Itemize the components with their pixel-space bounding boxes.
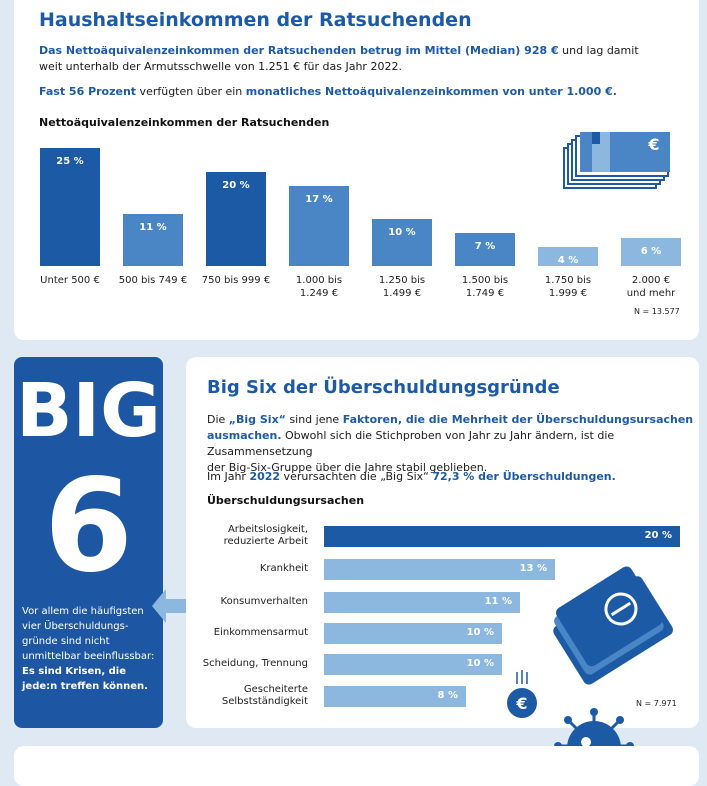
big6-p1-f: Obwohl sich die Stichproben von Jahr zu … — [207, 429, 615, 458]
big6-p1-b: „Big Six“ — [228, 413, 286, 426]
debt-cause-label: Krankheit — [259, 563, 308, 574]
big6-p2-d: 72,3 % der Überschuldungen. — [432, 470, 616, 483]
big6-title: Big Six der Überschuldungsgründe — [207, 377, 560, 398]
income-bar-label: 6 % — [640, 246, 662, 257]
debt-cause-bar: 13 % — [324, 559, 555, 580]
big6-side-text: Vor allem die häufigsten vier Überschuld… — [22, 604, 156, 694]
income-bar: 17 % — [289, 186, 349, 266]
income-category-label: 750 bis 999 € — [201, 275, 271, 286]
big6-sample-size: N = 7.971 — [636, 699, 677, 708]
svg-text:€: € — [515, 694, 527, 713]
big6-p1-e: ausmachen. — [207, 429, 282, 442]
big6-p1-c: sind jene — [285, 413, 343, 426]
income-bar-label: 17 % — [305, 194, 333, 205]
income-bar: 20 % — [206, 172, 266, 266]
debt-cause-bar-label: 10 % — [466, 658, 494, 669]
big6-paragraph-2: Im Jahr 2022 verursachten die „Big Six“ … — [207, 469, 697, 485]
debt-cause-bar-label: 11 % — [484, 596, 512, 607]
big6-panel: BIG 6 Vor allem die häufigsten vier Über… — [14, 357, 163, 728]
income-bar: 6 % — [621, 238, 681, 266]
income-title: Haushaltseinkommen der Ratsuchenden — [39, 9, 472, 31]
share-text: verfügten über ein — [136, 85, 246, 98]
income-bar: 25 % — [40, 148, 100, 266]
income-paragraph-2: Fast 56 Prozent verfügten über ein monat… — [39, 84, 659, 100]
income-category-label: 500 bis 749 € — [118, 275, 188, 286]
income-highlight: monatliches Nettoäquivalenzeinkommen von… — [245, 85, 617, 98]
median-text: und lag damit — [558, 44, 639, 57]
euro-banknotes-icon: € — [562, 128, 672, 190]
income-bar-label: 20 % — [222, 180, 250, 191]
debt-cause-label: Konsumverhalten — [220, 596, 308, 607]
debt-cause-bar: 20 % — [324, 526, 680, 547]
debt-cause-bar-label: 10 % — [466, 627, 494, 638]
income-category-label: 1.000 bis 1.249 € — [295, 275, 343, 299]
income-category-label: 1.750 bis 1.999 € — [544, 275, 592, 299]
big6-paragraph-1: Die „Big Six“ sind jene Faktoren, die di… — [207, 412, 697, 476]
debt-cause-label: Gescheiterte Selbstständigkeit — [221, 684, 308, 707]
wallet-icon — [545, 563, 677, 691]
income-category-label: 1.500 bis 1.749 € — [461, 275, 509, 299]
income-bar: 10 % — [372, 219, 432, 266]
income-paragraph-1: Das Nettoäquivalenzeinkommen der Ratsuch… — [39, 43, 639, 75]
big6-text-big: BIG — [16, 368, 161, 454]
income-bar-label: 11 % — [139, 222, 167, 233]
big6-p1-d: Faktoren, die die Mehrheit der Überschul… — [342, 413, 694, 426]
big6-p2-a: Im Jahr — [207, 470, 250, 483]
income-category-label: 1.250 bis 1.499 € — [378, 275, 426, 299]
income-sample-size: N = 13.577 — [634, 307, 680, 316]
euro-coin-icon: € — [505, 670, 539, 722]
debt-cause-label: Einkommensarmut — [213, 627, 308, 638]
income-bar: 4 % — [538, 247, 598, 266]
income-bar-label: 25 % — [56, 156, 84, 167]
income-bar-label: 4 % — [557, 255, 579, 266]
debt-cause-bar-label: 20 % — [644, 530, 672, 541]
debt-cause-bar: 10 % — [324, 623, 502, 644]
debt-cause-bar: 10 % — [324, 654, 502, 675]
income-bar-label: 10 % — [388, 227, 416, 238]
income-category-label: Unter 500 € — [40, 275, 100, 286]
big6-p1-g: der Big-Six-Gruppe über die Jahre stabil… — [207, 461, 488, 474]
debt-cause-bar-label: 13 % — [519, 563, 547, 574]
poverty-line-text: weit unterhalb der Armutsschwelle von 1.… — [39, 60, 402, 73]
big6-text-six: 6 — [43, 452, 134, 601]
income-bar: 11 % — [123, 214, 183, 266]
big6-p2-c: verursachten die „Big Six“ — [280, 470, 433, 483]
big6-p1-a: Die — [207, 413, 229, 426]
big6-p2-b: 2022 — [249, 470, 281, 483]
debt-cause-bar-label: 8 % — [437, 690, 458, 701]
income-bar-label: 7 % — [474, 241, 496, 252]
income-bar: 7 % — [455, 233, 515, 266]
debt-cause-label: Arbeitslosigkeit, reduzierte Arbeit — [223, 524, 308, 547]
median-highlight: Das Nettoäquivalenzeinkommen der Ratsuch… — [39, 44, 559, 57]
income-chart-title: Nettoäquivalenzeinkommen der Ratsuchende… — [39, 116, 330, 129]
share-highlight: Fast 56 Prozent — [39, 85, 137, 98]
big6-side-normal: Vor allem die häufigsten vier Überschuld… — [22, 606, 155, 662]
debt-cause-label: Scheidung, Trennung — [202, 658, 308, 669]
svg-text:€: € — [647, 135, 659, 154]
debt-cause-bar: 8 % — [324, 686, 466, 707]
big6-chart-title: Überschuldungsursachen — [207, 494, 365, 507]
big6-side-bold: Es sind Krisen, die jede:n treffen könne… — [22, 666, 148, 692]
income-category-label: 2.000 € und mehr — [626, 275, 676, 299]
debt-cause-bar: 11 % — [324, 592, 520, 613]
next-section-card — [14, 746, 699, 786]
